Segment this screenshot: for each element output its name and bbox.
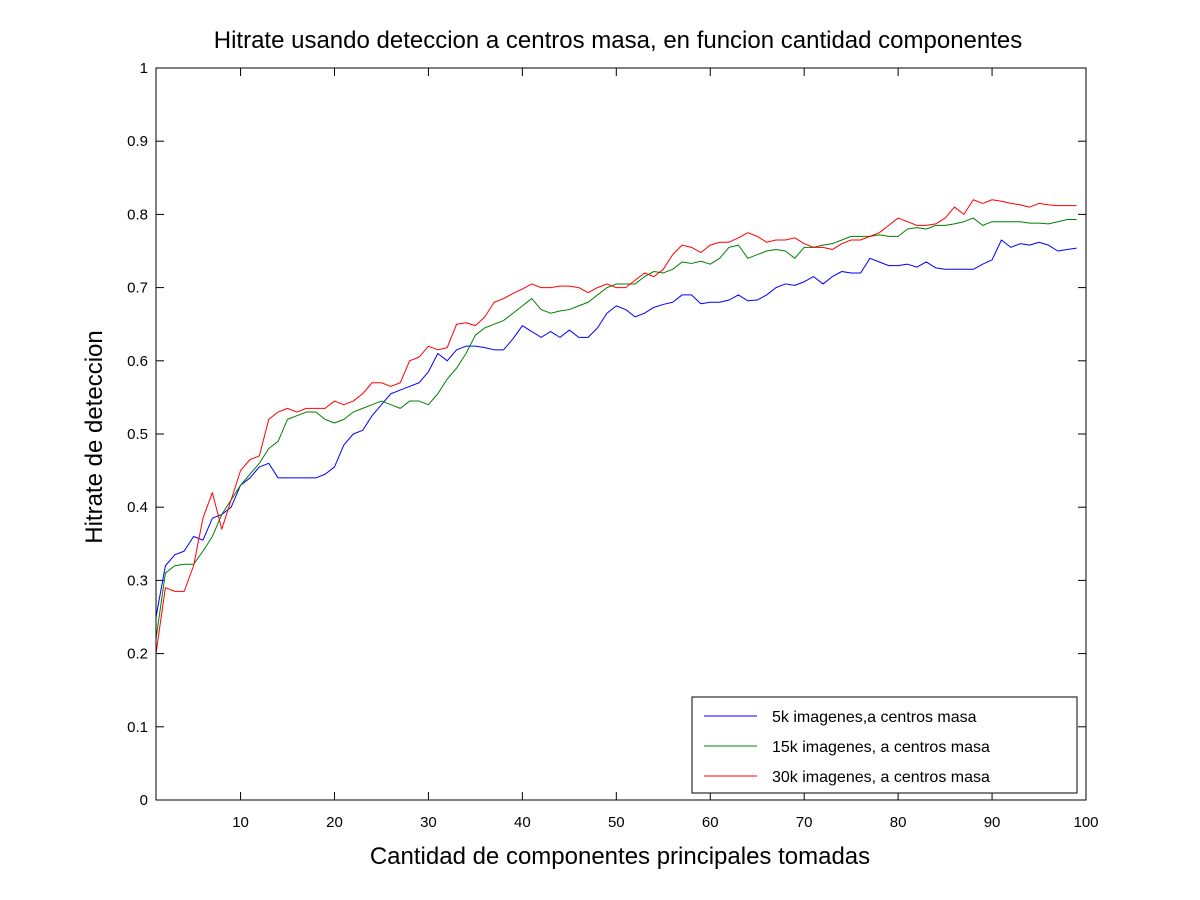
y-axis: 0 0.1 0.2 0.3 0.4 0.5 0.6 0.7 0.8 0.9 1 — [127, 60, 1086, 809]
x-tick-label: 20 — [326, 814, 343, 831]
x-tick-label: 30 — [420, 814, 437, 831]
series-lines — [155, 199, 1077, 654]
x-tick-label: 60 — [702, 814, 719, 831]
x-tick-label: 90 — [984, 814, 1001, 831]
x-tick-label: 80 — [890, 814, 907, 831]
legend-box — [691, 696, 1078, 794]
x-tick-label: 40 — [514, 814, 531, 831]
y-tick-label: 0.9 — [127, 133, 148, 150]
x-tick-label: 50 — [608, 814, 625, 831]
chart-title: Hitrate usando deteccion a centros masa,… — [214, 27, 1023, 54]
series-line-2 — [155, 217, 1077, 640]
series-line-3 — [155, 199, 1077, 654]
x-tick-label: 10 — [232, 814, 249, 831]
plot-frame — [155, 67, 1087, 801]
y-tick-label: 0.3 — [127, 572, 148, 589]
y-tick-label: 0 — [140, 792, 148, 809]
series-line-1 — [155, 239, 1077, 618]
legend-entry-1: 5k imagenes,a centros masa — [772, 709, 977, 726]
y-tick-label: 0.6 — [127, 353, 148, 370]
legend-entry-2: 15k imagenes, a centros masa — [772, 739, 990, 756]
x-tick-label: 70 — [796, 814, 813, 831]
y-tick-label: 0.7 — [127, 280, 148, 297]
legend-entry-3: 30k imagenes, a centros masa — [772, 769, 990, 786]
y-tick-label: 0.2 — [127, 646, 148, 663]
y-tick-label: 0.4 — [127, 499, 148, 516]
y-axis-label: Hitrate de deteccion — [81, 330, 108, 543]
y-tick-label: 0.8 — [127, 206, 148, 223]
y-tick-label: 1 — [140, 60, 148, 77]
y-tick-label: 0.1 — [127, 719, 148, 736]
x-tick-label: 100 — [1073, 814, 1098, 831]
x-axis-label: Cantidad de componentes principales toma… — [370, 843, 870, 870]
y-tick-label: 0.5 — [127, 426, 148, 443]
legend: 5k imagenes,a centros masa 15k imagenes, … — [691, 696, 1078, 794]
